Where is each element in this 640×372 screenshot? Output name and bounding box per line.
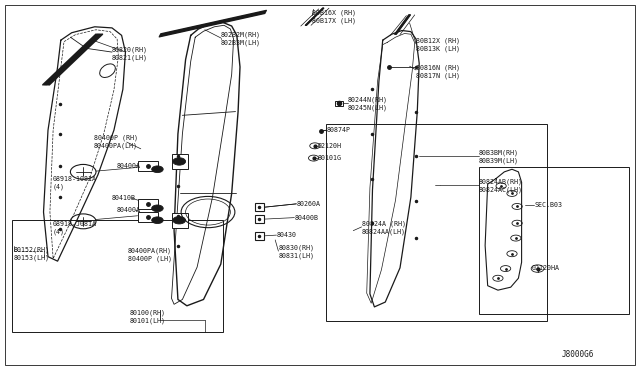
Text: 08918-1081A
(4): 08918-1081A (4) (52, 176, 97, 190)
Text: 08918-J081A
(4): 08918-J081A (4) (52, 221, 97, 235)
Bar (335, 101, 343, 106)
Text: 80400A: 80400A (117, 207, 141, 213)
Text: 80152(RH)
80153(LH): 80152(RH) 80153(LH) (14, 247, 50, 261)
Circle shape (152, 205, 163, 212)
Circle shape (152, 217, 163, 224)
Text: J8000G6: J8000G6 (562, 350, 595, 359)
Text: 80410B: 80410B (112, 195, 136, 201)
Text: 80101G: 80101G (318, 155, 342, 161)
Text: 80830(RH)
80831(LH): 80830(RH) 80831(LH) (278, 245, 314, 259)
Bar (172, 154, 188, 169)
Bar (255, 232, 264, 240)
Text: 02120H: 02120H (318, 143, 342, 149)
Text: 80B3BM(RH)
80B39M(LH): 80B3BM(RH) 80B39M(LH) (479, 150, 519, 164)
Text: 80400A: 80400A (117, 163, 141, 169)
Text: 802B2M(RH)
802B3M(LH): 802B2M(RH) 802B3M(LH) (221, 32, 261, 46)
Text: 80824A (RH)
80824AA(LH): 80824A (RH) 80824AA(LH) (362, 221, 406, 235)
Text: 80244N(RH)
80245N(LH): 80244N(RH) 80245N(LH) (348, 97, 388, 111)
Circle shape (173, 217, 186, 224)
Bar (138, 161, 158, 171)
Circle shape (152, 166, 163, 173)
Bar (138, 199, 158, 209)
Text: 80B16X (RH)
80B17X (LH): 80B16X (RH) 80B17X (LH) (312, 10, 356, 24)
Text: 80816N (RH)
80817N (LH): 80816N (RH) 80817N (LH) (416, 64, 460, 78)
Bar (138, 212, 158, 222)
Bar (326, 124, 547, 321)
Text: SEC.B03: SEC.B03 (534, 202, 563, 208)
Text: 80400P (RH)
80400PA(LH): 80400P (RH) 80400PA(LH) (94, 135, 138, 149)
Text: 80820(RH)
80821(LH): 80820(RH) 80821(LH) (112, 47, 148, 61)
Text: 80B12X (RH)
80B13K (LH): 80B12X (RH) 80B13K (LH) (416, 38, 460, 52)
Bar (172, 213, 188, 228)
Text: 80400PA(RH)
80400P (LH): 80400PA(RH) 80400P (LH) (128, 248, 172, 262)
Text: 02120HA: 02120HA (531, 265, 559, 271)
Text: 80824AB(RH)
80824AC(LH): 80824AB(RH) 80824AC(LH) (479, 179, 523, 193)
Text: 80430: 80430 (276, 232, 296, 238)
Bar (255, 215, 264, 223)
Circle shape (173, 158, 186, 165)
Bar (12, 220, 223, 332)
Text: 80400B: 80400B (294, 215, 319, 221)
Text: 80100(RH)
80101(LH): 80100(RH) 80101(LH) (129, 310, 165, 324)
Bar (255, 203, 264, 211)
Bar (479, 167, 629, 314)
Text: 80260A: 80260A (296, 201, 321, 207)
Text: 80874P: 80874P (326, 127, 351, 133)
